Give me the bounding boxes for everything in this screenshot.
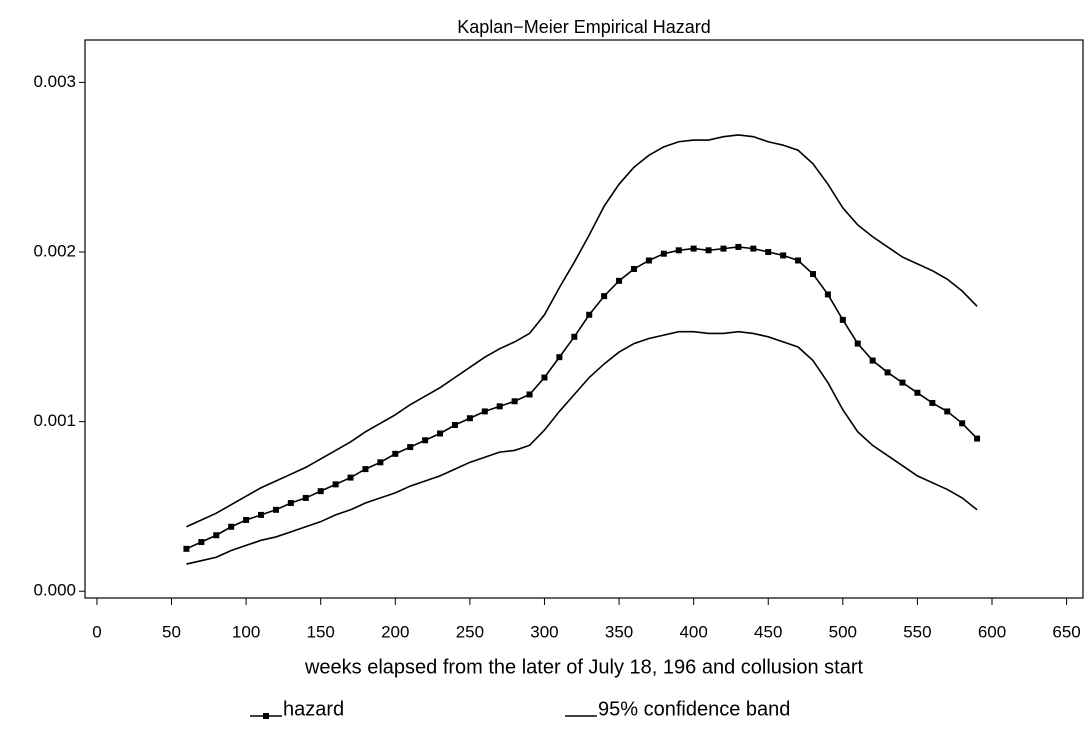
hazard-marker <box>377 459 384 466</box>
hazard-marker <box>690 245 697 252</box>
x-tick-label: 600 <box>978 622 1006 641</box>
x-tick-label: 350 <box>605 622 633 641</box>
hazard-marker <box>974 435 981 442</box>
hazard-marker <box>765 249 772 256</box>
x-axis-label: weeks elapsed from the later of July 18,… <box>304 656 864 678</box>
hazard-marker <box>228 523 235 530</box>
hazard-marker <box>511 398 518 405</box>
hazard-marker <box>854 340 861 347</box>
hazard-marker <box>675 247 682 254</box>
hazard-marker <box>213 532 220 539</box>
legend-label: hazard <box>283 698 344 720</box>
hazard-marker <box>571 333 578 340</box>
legend-label: 95% confidence band <box>598 698 790 720</box>
x-tick-label: 450 <box>754 622 782 641</box>
hazard-marker <box>630 265 637 272</box>
hazard-marker <box>899 379 906 386</box>
hazard-marker <box>556 354 563 361</box>
x-tick-label: 250 <box>456 622 484 641</box>
plot-frame <box>84 39 1084 599</box>
hazard-marker <box>362 466 369 473</box>
hazard-marker <box>795 257 802 264</box>
hazard-marker <box>541 374 548 381</box>
y-tick-label: 0.002 <box>33 241 76 260</box>
hazard-marker <box>616 277 623 284</box>
y-tick-label: 0.001 <box>33 411 76 430</box>
hazard-marker <box>929 399 936 406</box>
hazard-marker <box>720 245 727 252</box>
hazard-marker <box>332 481 339 488</box>
hazard-marker <box>422 437 429 444</box>
x-tick-label: 100 <box>232 622 260 641</box>
x-tick-label: 650 <box>1052 622 1080 641</box>
hazard-marker <box>869 357 876 364</box>
hazard-marker <box>705 247 712 254</box>
x-tick-label: 550 <box>903 622 931 641</box>
hazard-marker <box>392 450 399 457</box>
hazard-marker <box>944 408 951 415</box>
hazard-marker <box>884 369 891 376</box>
x-tick-label: 200 <box>381 622 409 641</box>
hazard-marker <box>437 430 444 437</box>
band-lower-line <box>186 330 978 565</box>
hazard-marker <box>586 311 593 318</box>
x-tick-label: 150 <box>307 622 335 641</box>
hazard-marker <box>809 271 816 278</box>
hazard-marker <box>466 415 473 422</box>
hazard-marker <box>347 474 354 481</box>
hazard-marker <box>258 511 265 518</box>
hazard-marker <box>750 245 757 252</box>
y-tick-label: 0.000 <box>33 581 76 600</box>
band-upper-line <box>186 134 978 528</box>
x-tick-label: 400 <box>679 622 707 641</box>
x-tick-label: 0 <box>92 622 101 641</box>
hazard-marker <box>183 545 190 552</box>
hazard-marker <box>824 291 831 298</box>
legend-marker <box>263 713 269 719</box>
x-tick-label: 300 <box>530 622 558 641</box>
hazard-marker <box>839 316 846 323</box>
hazard-marker <box>914 389 921 396</box>
hazard-marker <box>496 403 503 410</box>
hazard-marker <box>243 516 250 523</box>
hazard-marker <box>451 422 458 429</box>
hazard-marker <box>780 252 787 259</box>
hazard-marker <box>645 257 652 264</box>
y-tick-label: 0.003 <box>33 72 76 91</box>
chart-title: Kaplan−Meier Empirical Hazard <box>457 17 711 37</box>
hazard-marker <box>407 444 414 451</box>
hazard-marker <box>302 494 309 501</box>
hazard-marker <box>198 539 205 546</box>
hazard-marker <box>272 506 279 513</box>
x-tick-label: 50 <box>162 622 181 641</box>
hazard-marker <box>526 391 533 398</box>
hazard-marker <box>601 293 608 300</box>
x-tick-label: 500 <box>829 622 857 641</box>
hazard-marker <box>959 420 966 427</box>
hazard-marker <box>287 500 294 507</box>
hazard-marker <box>735 243 742 250</box>
hazard-marker <box>481 408 488 415</box>
hazard-marker <box>660 250 667 257</box>
hazard-marker <box>317 488 324 495</box>
